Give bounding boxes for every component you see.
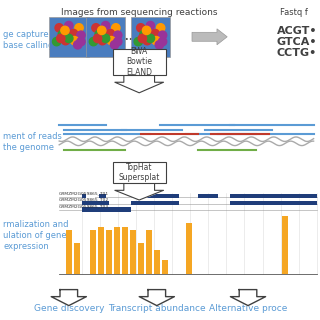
- Bar: [154, 250, 160, 274]
- Bar: [230, 194, 317, 198]
- Circle shape: [77, 31, 85, 39]
- Text: ment of reads
the genome: ment of reads the genome: [3, 132, 62, 152]
- Circle shape: [107, 36, 116, 45]
- Text: Images from sequencing reactions: Images from sequencing reactions: [61, 8, 218, 17]
- Circle shape: [65, 21, 73, 30]
- Circle shape: [77, 37, 85, 46]
- Bar: [122, 227, 128, 274]
- Circle shape: [98, 36, 107, 45]
- Bar: [74, 243, 80, 274]
- Polygon shape: [51, 290, 86, 306]
- Bar: [282, 216, 288, 274]
- Text: BWA
Bowtie
ELAND: BWA Bowtie ELAND: [126, 47, 152, 76]
- Circle shape: [158, 37, 167, 46]
- Bar: [90, 230, 96, 274]
- Circle shape: [101, 34, 110, 43]
- Text: Transcript abundance: Transcript abundance: [108, 304, 206, 313]
- Bar: [86, 194, 95, 198]
- Circle shape: [101, 21, 110, 30]
- Bar: [98, 227, 104, 274]
- Text: TopHat
Supersplat: TopHat Supersplat: [118, 163, 160, 182]
- Circle shape: [146, 21, 155, 30]
- Text: ge capture
base calling: ge capture base calling: [3, 30, 53, 50]
- Circle shape: [61, 36, 70, 45]
- Bar: [82, 207, 131, 212]
- Bar: [131, 17, 170, 57]
- Text: ACGT•
GTCA•
CCTG•: ACGT• GTCA• CCTG•: [277, 26, 317, 58]
- Text: Gene discovery: Gene discovery: [34, 304, 104, 313]
- Polygon shape: [115, 74, 164, 93]
- Circle shape: [74, 41, 82, 49]
- Circle shape: [137, 24, 145, 32]
- Bar: [138, 243, 144, 274]
- Bar: [86, 17, 125, 57]
- Circle shape: [61, 26, 69, 35]
- Circle shape: [89, 37, 98, 46]
- Circle shape: [57, 34, 65, 43]
- Circle shape: [138, 34, 147, 43]
- Circle shape: [70, 36, 79, 45]
- Bar: [186, 223, 192, 274]
- FancyBboxPatch shape: [113, 49, 166, 75]
- Text: Fastq f: Fastq f: [280, 8, 308, 17]
- Circle shape: [112, 24, 120, 32]
- Bar: [130, 230, 136, 274]
- Polygon shape: [115, 182, 164, 200]
- Text: rmalization and
ulation of gene
expression: rmalization and ulation of gene expressi…: [3, 220, 69, 251]
- Bar: [99, 194, 106, 198]
- Circle shape: [146, 34, 155, 43]
- Circle shape: [69, 29, 78, 38]
- Circle shape: [155, 41, 164, 49]
- Circle shape: [151, 29, 159, 38]
- Bar: [146, 230, 152, 274]
- Circle shape: [55, 24, 63, 32]
- Circle shape: [92, 24, 100, 32]
- Text: ......: ......: [117, 32, 142, 42]
- Bar: [49, 17, 89, 57]
- Bar: [114, 227, 120, 274]
- Bar: [82, 201, 109, 205]
- Circle shape: [93, 34, 102, 43]
- Bar: [82, 194, 95, 198]
- FancyArrow shape: [192, 29, 227, 45]
- Circle shape: [65, 34, 73, 43]
- Polygon shape: [230, 290, 266, 306]
- Circle shape: [52, 37, 61, 46]
- Text: GRMZM2G059865_T01: GRMZM2G059865_T01: [59, 191, 109, 195]
- Circle shape: [140, 30, 148, 38]
- Circle shape: [106, 29, 115, 38]
- Bar: [131, 194, 179, 198]
- Circle shape: [158, 31, 167, 39]
- Circle shape: [58, 30, 67, 38]
- Bar: [162, 260, 168, 274]
- Bar: [66, 230, 72, 274]
- Circle shape: [95, 30, 103, 38]
- Circle shape: [114, 37, 122, 46]
- FancyBboxPatch shape: [113, 162, 166, 183]
- Circle shape: [75, 24, 83, 32]
- Circle shape: [156, 24, 165, 32]
- Circle shape: [142, 26, 151, 35]
- Circle shape: [114, 31, 122, 39]
- Bar: [230, 201, 317, 205]
- Circle shape: [152, 36, 160, 45]
- Circle shape: [98, 26, 106, 35]
- Circle shape: [134, 37, 142, 46]
- Bar: [106, 230, 112, 274]
- Text: GRMZM2G059865_T02: GRMZM2G059865_T02: [59, 198, 109, 202]
- Circle shape: [143, 36, 151, 45]
- Bar: [198, 194, 218, 198]
- Text: Alternative proce: Alternative proce: [209, 304, 287, 313]
- Circle shape: [110, 41, 119, 49]
- Text: GRMZM2G059865_T03: GRMZM2G059865_T03: [59, 204, 109, 208]
- Polygon shape: [139, 290, 174, 306]
- Bar: [131, 201, 179, 205]
